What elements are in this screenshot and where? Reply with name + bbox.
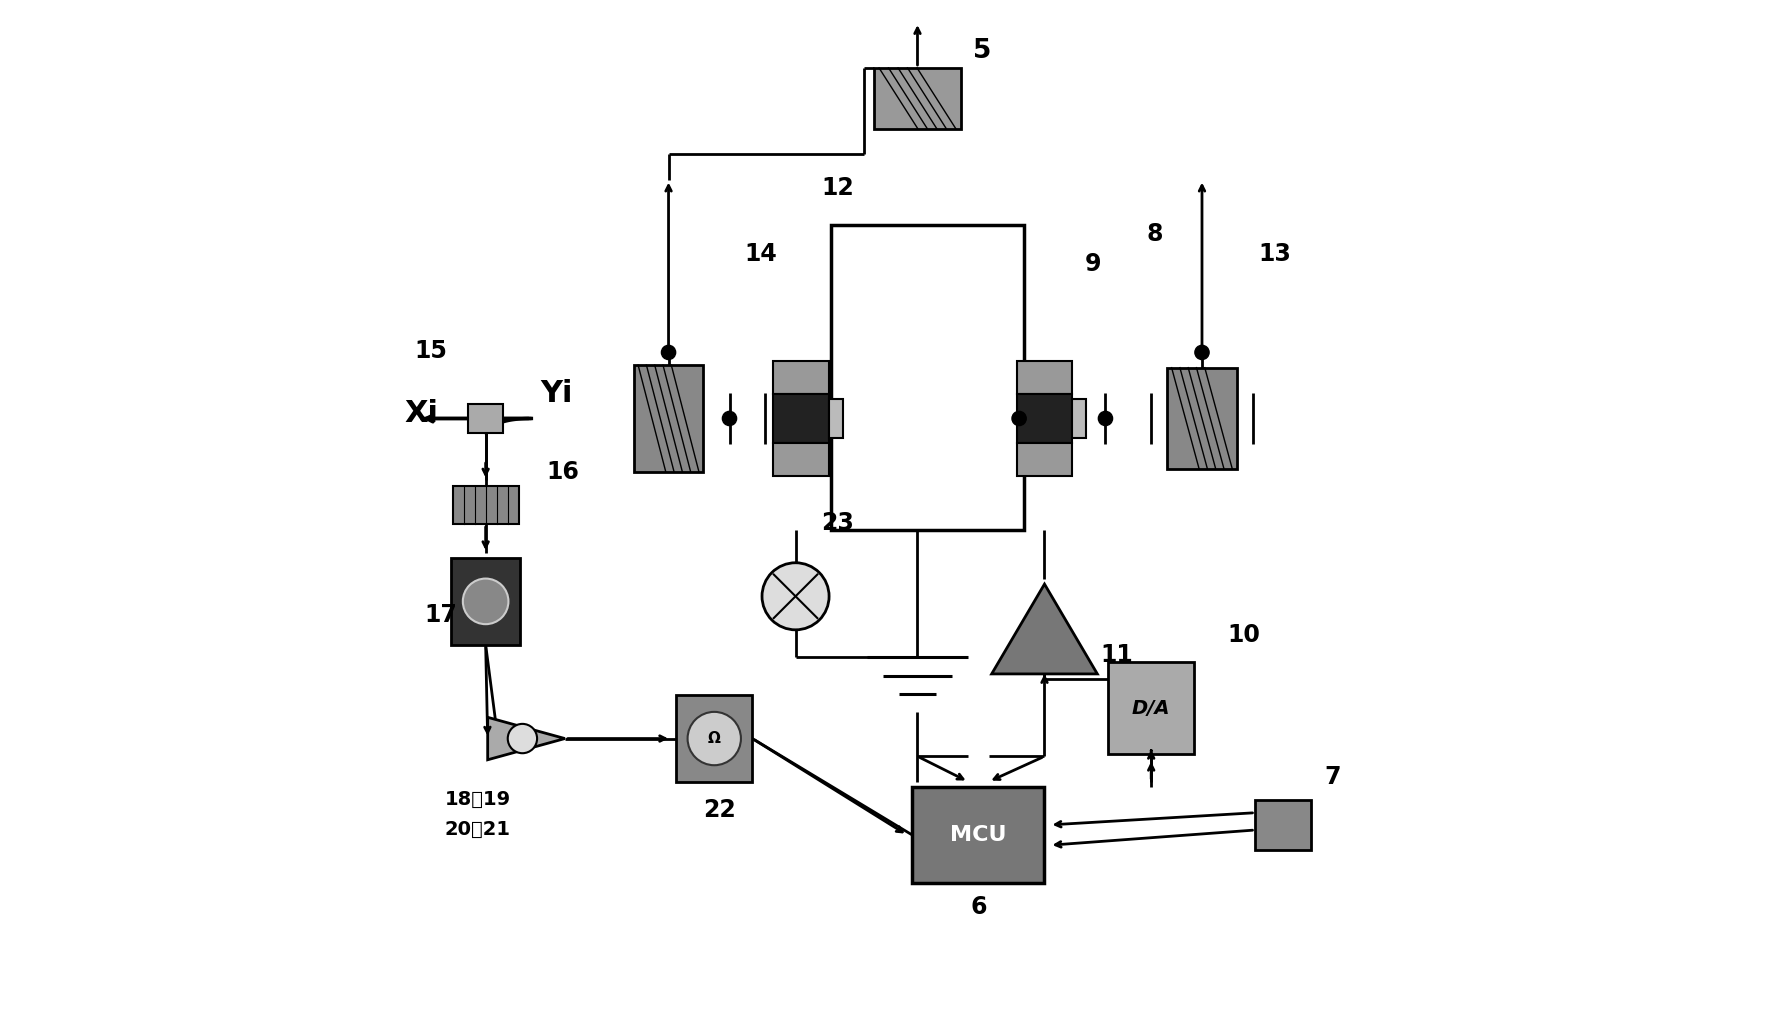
Text: 12: 12	[821, 176, 853, 200]
Text: 15: 15	[415, 339, 447, 363]
Circle shape	[1195, 345, 1209, 359]
Text: 6: 6	[970, 895, 986, 919]
Bar	[773, 360, 828, 394]
Text: 23: 23	[821, 511, 853, 536]
Polygon shape	[991, 584, 1097, 674]
Bar	[874, 68, 961, 129]
Text: 9: 9	[1085, 252, 1101, 276]
Text: 10: 10	[1227, 623, 1259, 647]
Bar	[452, 485, 518, 524]
Circle shape	[661, 345, 676, 359]
Circle shape	[1011, 411, 1025, 425]
Bar	[1016, 360, 1073, 394]
Circle shape	[1097, 411, 1112, 425]
Bar	[676, 695, 752, 782]
Text: MCU: MCU	[950, 825, 1005, 845]
Text: 5: 5	[973, 38, 991, 64]
Text: 20、21: 20、21	[445, 820, 511, 839]
Text: D/A: D/A	[1131, 698, 1170, 718]
Text: 7: 7	[1323, 765, 1340, 789]
Text: Yi: Yi	[541, 379, 573, 408]
Text: 13: 13	[1257, 242, 1291, 266]
Bar	[1167, 368, 1236, 470]
Text: Ω: Ω	[707, 731, 720, 746]
Text: 11: 11	[1099, 644, 1133, 667]
Text: 18、19: 18、19	[445, 790, 511, 809]
Circle shape	[688, 712, 741, 765]
Circle shape	[762, 562, 828, 629]
Text: 16: 16	[546, 460, 580, 484]
Bar	[1108, 662, 1193, 754]
Polygon shape	[488, 717, 564, 760]
Bar	[773, 443, 828, 477]
Text: 22: 22	[702, 798, 736, 822]
Bar	[1073, 400, 1085, 438]
Bar	[1255, 799, 1310, 851]
Circle shape	[507, 724, 537, 753]
Text: 17: 17	[424, 603, 457, 626]
Bar	[830, 226, 1023, 530]
Bar	[1016, 394, 1073, 443]
Text: 8: 8	[1145, 221, 1161, 245]
Circle shape	[463, 579, 509, 624]
Bar	[633, 365, 702, 472]
Bar	[450, 558, 519, 645]
Bar	[911, 787, 1044, 884]
Text: 14: 14	[745, 242, 777, 266]
Bar	[828, 400, 842, 438]
Bar	[1016, 443, 1073, 477]
Bar	[468, 404, 504, 433]
Circle shape	[722, 411, 736, 425]
Bar	[773, 394, 828, 443]
Text: Xi: Xi	[404, 399, 438, 427]
